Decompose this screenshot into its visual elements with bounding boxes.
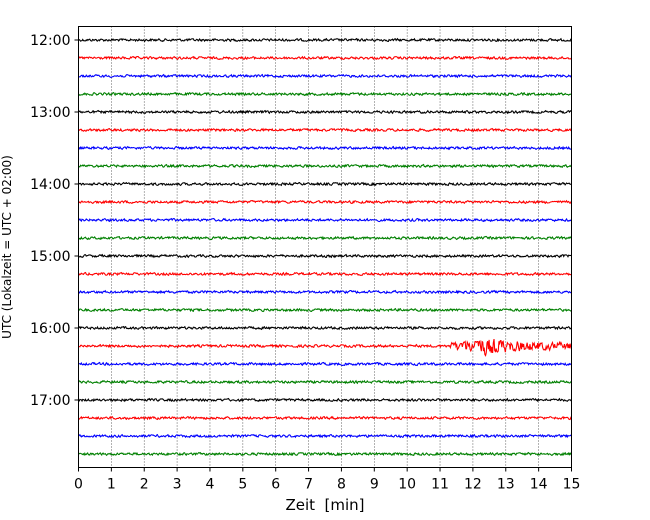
seismogram-trace — [78, 451, 572, 457]
seismogram-trace — [78, 415, 572, 421]
seismogram-trace — [78, 307, 572, 313]
y-tick-label: 16:00 — [30, 321, 70, 337]
seismogram-trace — [78, 109, 572, 115]
x-tick-label: 11 — [431, 477, 449, 493]
seismogram-trace — [78, 145, 572, 151]
seismogram-traces — [78, 37, 573, 457]
x-tick-label: 2 — [140, 477, 149, 493]
y-tick-label: 12:00 — [30, 33, 70, 49]
plot-area-frame — [78, 26, 572, 468]
seismogram-trace — [78, 361, 572, 367]
y-axis-label: UTC (Lokalzeit = UTC + 02:00) — [0, 155, 14, 339]
seismogram-trace — [78, 433, 572, 439]
x-axis-ticks: 0 1 2 3 4 5 6 7 8 9 10 11 12 13 14 15 — [74, 467, 581, 493]
seismogram-trace — [78, 325, 572, 331]
x-tick-label: 6 — [271, 477, 280, 493]
x-tick-label: 9 — [370, 477, 379, 493]
y-tick-label: 13:00 — [30, 105, 70, 121]
y-tick-label: 14:00 — [30, 177, 70, 193]
seismogram-trace — [78, 379, 572, 385]
y-tick-label: 15:00 — [30, 249, 70, 265]
x-tick-label: 1 — [107, 477, 116, 493]
seismogram-trace — [78, 181, 572, 187]
x-tick-label: 14 — [530, 477, 548, 493]
x-tick-label: 10 — [398, 477, 416, 493]
x-tick-label: 12 — [464, 477, 482, 493]
x-tick-label: 13 — [497, 477, 515, 493]
seismogram-trace — [78, 338, 573, 357]
y-axis-ticks: 12:00 13:00 14:00 15:00 16:00 17:00 — [30, 33, 79, 409]
seismogram-trace — [78, 235, 572, 241]
x-tick-label: 4 — [206, 477, 215, 493]
seismogram-trace — [78, 397, 572, 403]
seismogram-trace — [78, 217, 572, 223]
y-tick-label: 17:00 — [30, 393, 70, 409]
seismogram-trace — [78, 55, 572, 61]
x-tick-label: 3 — [173, 477, 182, 493]
seismogram-trace — [78, 271, 572, 277]
x-tick-label: 15 — [563, 477, 581, 493]
x-tick-label: 0 — [74, 477, 83, 493]
x-tick-label: 5 — [238, 477, 247, 493]
x-tick-label: 7 — [304, 477, 313, 493]
x-axis-label: Zeit [min] — [285, 496, 364, 514]
seismogram-trace — [78, 73, 572, 79]
seismogram-trace — [78, 289, 572, 295]
seismogram-trace — [78, 163, 572, 169]
seismogram-trace — [78, 91, 572, 97]
seismogram-trace — [78, 199, 572, 205]
seismogram-trace — [78, 253, 572, 259]
seismogram-trace — [78, 127, 572, 133]
x-tick-label: 8 — [337, 477, 346, 493]
seismogram-trace — [78, 37, 572, 43]
